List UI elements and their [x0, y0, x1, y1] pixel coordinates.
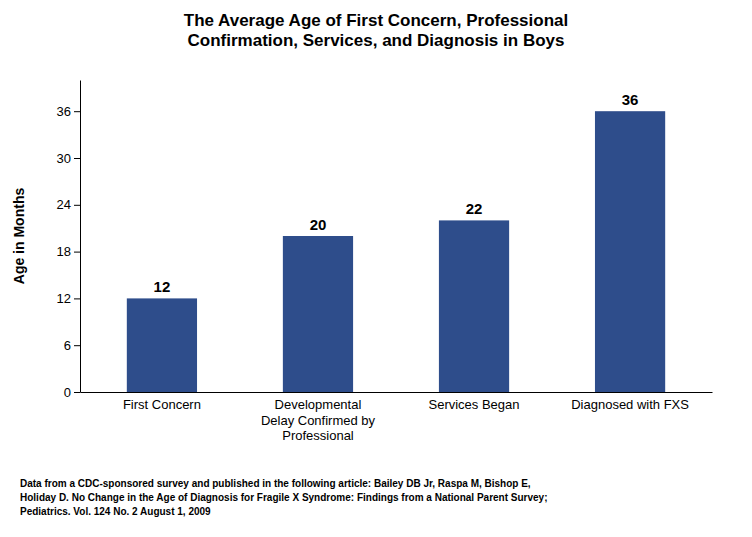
x-tick: First Concern: [123, 397, 201, 412]
y-tick-label: 12: [57, 291, 71, 306]
x-tick: Services Began: [428, 397, 519, 412]
x-tick: DevelopmentalDelay Confirmed byProfessio…: [261, 397, 376, 443]
text-line: Delay Confirmed by: [261, 413, 376, 428]
background: [0, 0, 752, 537]
y-tick: 24: [57, 197, 80, 212]
bar: [595, 111, 665, 392]
text-line: Services Began: [428, 397, 519, 412]
text-line: Professional: [282, 428, 354, 443]
text-line: Data from a CDC-sponsored survey and pub…: [20, 478, 531, 489]
x-tick-label: Diagnosed with FXS: [571, 397, 689, 412]
text-line: First Concern: [123, 397, 201, 412]
y-tick-label: 0: [64, 385, 71, 400]
text-line: The Average Age of First Concern, Profes…: [184, 11, 568, 30]
data-label: 36: [622, 91, 639, 108]
x-axis-line: [81, 392, 713, 393]
y-tick: 18: [57, 244, 80, 259]
y-tick-mark: [74, 298, 80, 299]
y-axis-line: [80, 81, 81, 393]
y-tick: 6: [64, 338, 80, 353]
chart-svg: The Average Age of First Concern, Profes…: [0, 0, 752, 537]
y-tick: 36: [57, 104, 80, 119]
plot-area: 0 6 12 18 24 30 36 First Concern DevelopmentalDe…: [57, 81, 713, 444]
y-tick-mark: [74, 158, 80, 159]
x-tick: Diagnosed with FXS: [571, 397, 689, 412]
x-tick-label: Services Began: [428, 397, 519, 412]
y-tick-mark: [74, 205, 80, 206]
y-axis-title: Age in Months: [11, 188, 27, 285]
text-line: Pediatrics. Vol. 124 No. 2 August 1, 200…: [20, 506, 211, 517]
y-tick-label: 30: [57, 151, 71, 166]
text-line: Confirmation, Services, and Diagnosis in…: [188, 31, 565, 50]
footnote: Data from a CDC-sponsored survey and pub…: [20, 478, 547, 517]
bar: [283, 236, 353, 392]
data-label: 12: [154, 278, 171, 295]
y-tick-label: 6: [64, 338, 71, 353]
data-label: 22: [466, 200, 483, 217]
y-tick-label: 36: [57, 104, 71, 119]
y-tick-mark: [74, 111, 80, 112]
y-tick: 12: [57, 291, 80, 306]
y-tick: 0: [64, 385, 80, 400]
data-label: 20: [310, 216, 327, 233]
y-tick-label: 18: [57, 244, 71, 259]
bars: [127, 111, 665, 392]
chart-container: The Average Age of First Concern, Profes…: [0, 0, 752, 537]
y-tick-label: 24: [57, 197, 71, 212]
text-line: Developmental: [275, 397, 362, 412]
text-line: Holiday D. No Change in the Age of Diagn…: [20, 492, 547, 503]
x-tick-label: DevelopmentalDelay Confirmed byProfessio…: [261, 397, 376, 443]
bar: [439, 220, 509, 392]
x-axis: First Concern DevelopmentalDelay Confirme…: [81, 393, 713, 444]
y-tick-mark: [74, 392, 80, 393]
chart-title: The Average Age of First Concern, Profes…: [184, 11, 568, 50]
bar: [127, 298, 197, 392]
text-line: Diagnosed with FXS: [571, 397, 689, 412]
y-tick-mark: [74, 252, 80, 253]
y-tick: 30: [57, 151, 80, 166]
y-axis: 0 6 12 18 24 30 36: [57, 81, 81, 400]
y-tick-mark: [74, 345, 80, 346]
x-tick-label: First Concern: [123, 397, 201, 412]
data-labels: 12 20 22 36: [154, 91, 639, 295]
